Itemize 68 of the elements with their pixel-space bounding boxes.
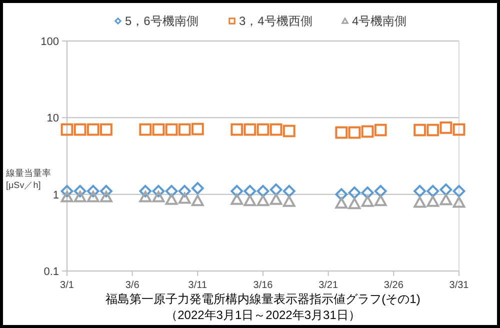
point <box>452 196 466 208</box>
point <box>178 123 191 136</box>
point <box>256 194 270 206</box>
point <box>152 190 165 202</box>
point <box>335 197 348 209</box>
point <box>74 190 86 202</box>
point <box>414 196 426 208</box>
point <box>86 190 100 202</box>
point <box>152 123 165 136</box>
point <box>244 184 256 198</box>
point <box>414 184 426 198</box>
point <box>191 194 204 206</box>
point <box>282 184 296 198</box>
point <box>452 184 466 198</box>
point <box>426 124 440 136</box>
point <box>60 190 74 202</box>
point <box>361 186 374 199</box>
point <box>74 184 86 198</box>
point <box>86 123 100 136</box>
point <box>452 123 466 136</box>
point <box>361 196 374 207</box>
point <box>348 198 361 210</box>
point <box>335 188 348 201</box>
point <box>139 184 152 198</box>
point <box>139 123 152 136</box>
point <box>86 184 100 198</box>
point <box>256 123 270 136</box>
point <box>374 194 387 206</box>
point <box>230 184 244 198</box>
point <box>282 124 296 138</box>
point <box>178 184 191 198</box>
point <box>191 182 204 194</box>
point <box>256 184 270 198</box>
point <box>152 184 165 198</box>
point <box>230 123 244 136</box>
point <box>335 126 348 139</box>
point <box>244 123 256 136</box>
point <box>270 183 282 196</box>
point <box>440 194 452 206</box>
point <box>191 122 204 136</box>
point <box>100 184 112 198</box>
point <box>361 125 374 138</box>
point <box>440 183 452 196</box>
point <box>165 184 178 198</box>
point <box>60 123 74 136</box>
point <box>178 192 191 204</box>
point <box>165 123 178 136</box>
point <box>270 194 282 205</box>
point <box>139 190 152 202</box>
point <box>282 196 296 207</box>
point <box>426 184 440 198</box>
point <box>74 123 86 136</box>
point <box>348 126 361 139</box>
point <box>60 184 74 198</box>
point <box>270 123 282 136</box>
point <box>440 121 452 134</box>
title: 福島第一原子力発電所構内線量表示器指示値グラフ(その1) <box>106 292 420 306</box>
point <box>374 124 387 136</box>
point <box>100 123 112 136</box>
point <box>244 194 256 206</box>
point <box>374 184 387 198</box>
subtitle: （2022年3月1日～2022年3月31日） <box>166 308 360 322</box>
point <box>414 124 426 136</box>
point <box>100 190 112 202</box>
point <box>348 186 361 199</box>
point <box>426 196 440 207</box>
point <box>230 194 244 205</box>
point <box>165 194 178 205</box>
